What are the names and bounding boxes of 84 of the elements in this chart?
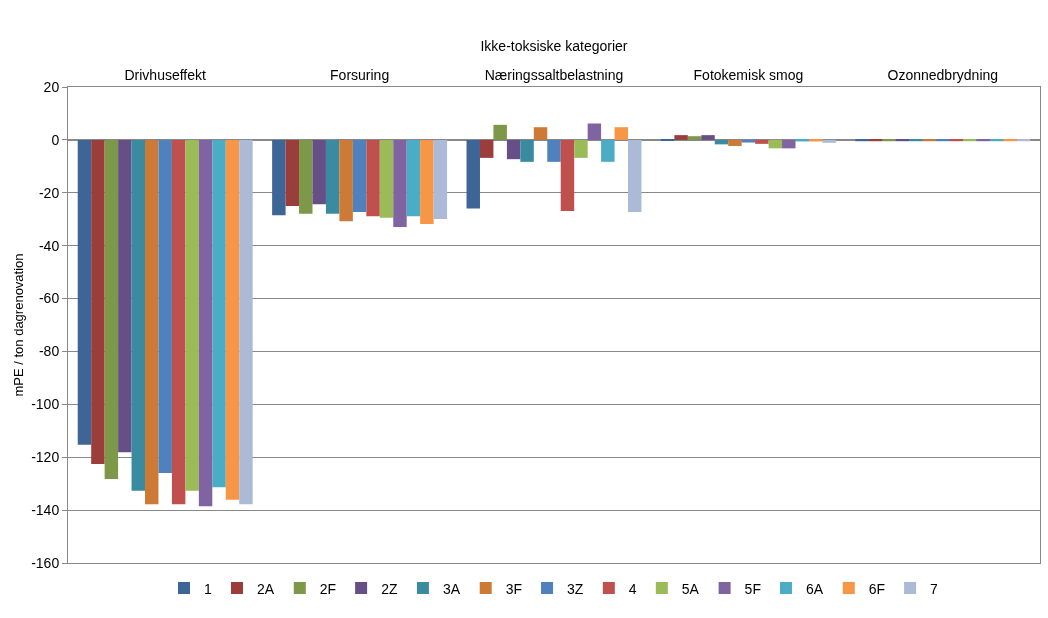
bar <box>855 139 869 142</box>
bar <box>628 139 642 213</box>
bar <box>533 127 548 140</box>
bar <box>212 139 226 488</box>
legend-label: 2F <box>319 580 337 597</box>
bar <box>587 123 602 140</box>
bar <box>976 139 990 142</box>
bar <box>701 135 715 140</box>
y-tick-label: -20 <box>38 184 60 201</box>
bar <box>601 139 615 162</box>
legend-label: 3F <box>505 580 523 597</box>
bar <box>614 127 629 140</box>
bar <box>118 139 132 453</box>
bar <box>1003 139 1017 142</box>
bar <box>741 139 756 143</box>
legend-label: 2Z <box>381 580 398 597</box>
y-axis-title: mPE / ton dagrenovation <box>11 253 27 397</box>
y-tick-label: -80 <box>38 343 60 360</box>
bar <box>77 139 92 445</box>
y-tick-label: -100 <box>31 396 60 413</box>
legend-label: 7 <box>930 580 939 597</box>
bar <box>520 139 534 162</box>
bar <box>406 139 421 217</box>
bar <box>185 139 199 491</box>
bar <box>239 139 253 505</box>
bar <box>171 139 186 505</box>
bar <box>479 139 494 158</box>
bar <box>674 135 688 140</box>
x-tick-label: Forsuring <box>330 67 390 84</box>
bar <box>420 139 434 224</box>
bar <box>352 139 367 213</box>
legend-label: 2A <box>257 580 275 597</box>
bar <box>909 139 923 142</box>
bar <box>339 139 353 222</box>
bar <box>687 136 702 140</box>
x-tick-label: Næringssaltbelastning <box>484 67 624 84</box>
y-tick-label: -40 <box>38 237 60 254</box>
bar <box>433 139 448 219</box>
bar <box>312 139 326 205</box>
bar <box>325 139 340 214</box>
bar <box>272 139 286 216</box>
bar <box>225 139 240 500</box>
bar <box>158 139 172 474</box>
legend-label: 4 <box>628 580 637 597</box>
bar <box>466 139 480 209</box>
legend-label: 5A <box>681 580 700 597</box>
bar <box>728 139 742 146</box>
legend-label: 6A <box>805 580 824 597</box>
y-tick-label: -140 <box>31 502 60 519</box>
bar <box>104 139 119 479</box>
bar <box>882 139 896 142</box>
legend-label: 5F <box>744 580 761 597</box>
bar <box>560 139 575 212</box>
y-tick-label: -160 <box>31 554 60 571</box>
bar <box>506 139 521 160</box>
bar <box>285 139 300 206</box>
y-tick-label: -120 <box>31 449 60 466</box>
bar <box>379 139 394 218</box>
bar <box>547 139 561 162</box>
bar <box>131 139 146 491</box>
bar <box>493 124 507 140</box>
x-tick-label: Drivhuseffekt <box>124 67 207 84</box>
x-tick-label: Ozonnedbrydning <box>887 67 999 84</box>
bar <box>768 139 783 149</box>
bar <box>198 139 213 507</box>
legend-label: 1 <box>204 580 212 597</box>
bar <box>822 139 836 143</box>
legend-label: 3A <box>442 580 461 597</box>
bar <box>393 139 407 227</box>
bar <box>755 139 769 144</box>
bar <box>782 139 796 149</box>
bar <box>299 139 313 214</box>
x-axis-title: Ikke-toksiske kategorier <box>480 38 628 54</box>
legend-label: 6F <box>868 580 886 597</box>
bar <box>366 139 380 217</box>
bar <box>145 139 159 505</box>
y-tick-label: 20 <box>43 78 60 95</box>
x-tick-label: Fotokemisk smog <box>693 67 804 84</box>
bar <box>91 139 105 465</box>
legend-label: 3Z <box>567 580 584 597</box>
y-tick-label: -60 <box>38 290 60 307</box>
y-tick-label: 0 <box>51 131 60 148</box>
bar <box>574 139 588 158</box>
bar <box>936 139 950 142</box>
